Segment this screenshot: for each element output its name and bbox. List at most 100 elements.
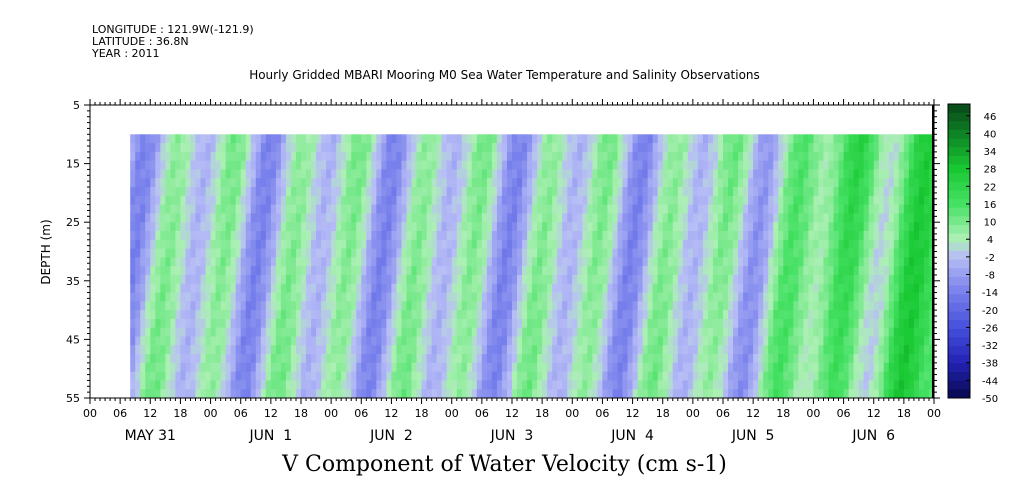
heatmap-cell (928, 380, 934, 390)
heatmap-cell (341, 230, 347, 241)
heatmap-cell (200, 222, 206, 232)
heatmap-cell (476, 213, 483, 223)
heatmap-cell (235, 230, 242, 241)
heatmap-cell (270, 257, 277, 267)
heatmap-cell (260, 195, 267, 206)
heatmap-cell (527, 301, 533, 311)
heatmap-cell (190, 257, 196, 267)
heatmap-cell (230, 362, 237, 373)
heatmap-cell (391, 274, 397, 285)
heatmap-cell (501, 257, 508, 267)
heatmap-cell (813, 283, 819, 293)
heatmap-cell (456, 310, 463, 320)
heatmap-cell (577, 230, 583, 241)
heatmap-cell (235, 257, 242, 267)
heatmap-cell (853, 345, 860, 355)
heatmap-cell (763, 222, 769, 232)
heatmap-cell (808, 345, 814, 355)
heatmap-cell (506, 160, 513, 170)
heatmap-cell (768, 195, 774, 206)
heatmap-cell (215, 301, 222, 311)
heatmap-cell (537, 187, 543, 197)
heatmap-cell (677, 213, 684, 223)
heatmap-cell (763, 380, 769, 390)
heatmap-cell (888, 371, 895, 381)
heatmap-cell (195, 187, 201, 197)
heatmap-cell (275, 301, 282, 311)
heatmap-cell (863, 134, 870, 144)
heatmap-cell (728, 204, 734, 214)
heatmap-cell (562, 310, 568, 320)
heatmap-cell (717, 327, 724, 337)
heatmap-cell (135, 257, 141, 267)
heatmap-cell (517, 213, 523, 223)
heatmap-cell (818, 230, 824, 241)
heatmap-cell (381, 248, 387, 258)
heatmap-cell (376, 362, 382, 373)
heatmap-cell (195, 354, 201, 364)
heatmap-cell (225, 134, 232, 144)
heatmap-cell (918, 143, 925, 153)
heatmap-cell (366, 151, 372, 162)
heatmap-cell (185, 257, 191, 267)
heatmap-cell (587, 151, 593, 162)
heatmap-cell (451, 266, 458, 276)
heatmap-cell (572, 160, 578, 170)
heatmap-cell (235, 195, 242, 206)
heatmap-cell (381, 318, 387, 329)
heatmap-cell (602, 222, 608, 232)
heatmap-cell (587, 134, 593, 144)
heatmap-cell (552, 230, 558, 241)
heatmap-cell (783, 151, 789, 162)
heatmap-cell (547, 266, 553, 276)
heatmap-cell (602, 318, 608, 329)
heatmap-cell (692, 151, 699, 162)
heatmap-cell (331, 257, 337, 267)
heatmap-cell (491, 318, 498, 329)
heatmap-cell (145, 362, 151, 373)
heatmap-cell (255, 380, 262, 390)
heatmap-cell (587, 195, 593, 206)
heatmap-cell (612, 310, 618, 320)
heatmap-cell (848, 195, 855, 206)
heatmap-cell (537, 257, 543, 267)
heatmap-cell (260, 371, 267, 381)
heatmap-cell (155, 204, 161, 214)
heatmap-cell (627, 151, 633, 162)
heatmap-cell (903, 169, 910, 179)
heatmap-cell (923, 292, 930, 302)
heatmap-cell (733, 318, 739, 329)
heatmap-cell (451, 143, 458, 153)
heatmap-cell (155, 389, 161, 398)
heatmap-cell (255, 195, 262, 206)
heatmap-cell (702, 213, 709, 223)
heatmap-cell (758, 222, 764, 232)
heatmap-cell (818, 301, 824, 311)
heatmap-cell (632, 239, 638, 249)
heatmap-cell (260, 187, 267, 197)
heatmap-cell (491, 151, 498, 162)
heatmap-cell (436, 248, 443, 258)
heatmap-cell (205, 239, 211, 249)
heatmap-cell (356, 204, 362, 214)
heatmap-cell (692, 248, 699, 258)
heatmap-cell (411, 143, 417, 153)
heatmap-cell (843, 389, 849, 398)
heatmap-cell (346, 151, 352, 162)
heatmap-cell (833, 389, 839, 398)
heatmap-cell (512, 178, 518, 188)
heatmap-cell (431, 301, 438, 311)
heatmap-cell (170, 151, 176, 162)
heatmap-cell (567, 248, 573, 258)
heatmap-cell (255, 301, 262, 311)
heatmap-cell (647, 195, 654, 206)
heatmap-cell (190, 327, 196, 337)
heatmap-cell (913, 213, 920, 223)
heatmap-cell (245, 327, 252, 337)
heatmap-cell (285, 239, 292, 249)
heatmap-cell (717, 187, 724, 197)
heatmap-cell (667, 195, 674, 206)
heatmap-cell (632, 380, 638, 390)
heatmap-cell (145, 274, 151, 285)
heatmap-cell (522, 204, 528, 214)
